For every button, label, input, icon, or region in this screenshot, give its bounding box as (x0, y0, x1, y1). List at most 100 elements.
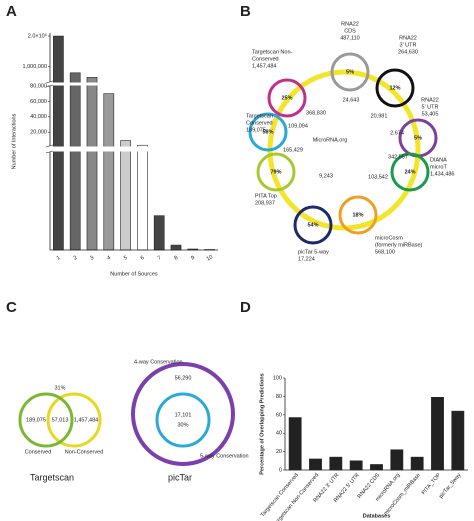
x-tick-label: 1 (56, 255, 62, 262)
y-tick-label: 40,000 (30, 114, 47, 120)
venn-circle (46, 392, 102, 448)
node-ring (375, 68, 415, 108)
bar (370, 464, 383, 471)
x-tick-label: 8 (173, 255, 179, 262)
x-tick-label: 6 (140, 255, 146, 262)
node-label: 264,630 (398, 49, 418, 55)
venn-label: Non-Conserved (65, 449, 104, 455)
x-tick-label: Targetscan Conserved (260, 472, 300, 518)
y-tick-label: 2.0×10⁶ (28, 33, 47, 40)
x-tick-label: 9 (190, 255, 196, 262)
bar (69, 72, 81, 251)
node-ring (390, 152, 430, 192)
node-percent: 18% (352, 212, 363, 218)
venn-circle (155, 392, 211, 448)
node-percent: 79% (270, 169, 281, 175)
node-label: Conserved (246, 120, 273, 126)
x-tick-label: PITA_TOP (421, 472, 443, 496)
node-percent: 12% (389, 85, 400, 91)
axis-break-mark (45, 150, 54, 154)
overlap-count: 103,542 (368, 174, 388, 180)
node-percent: 24% (404, 169, 415, 175)
bar (120, 140, 131, 251)
node-label: 17,224 (298, 256, 315, 262)
panel-letter: B (240, 3, 251, 20)
y-tick-label: 100 (273, 375, 282, 381)
node-label: 1,434,486 (430, 171, 454, 177)
y-tick-label: 40 (276, 431, 282, 437)
x-tick-label: 7 (157, 255, 163, 262)
node-label: Targetscan (246, 113, 273, 119)
node-label: CDS (344, 28, 356, 34)
node-label: RNA22 (341, 21, 359, 27)
x-tick-label: 2 (73, 255, 79, 262)
node-label: DIANA (430, 157, 447, 163)
bar (53, 35, 64, 251)
overlap-count: 24,643 (343, 97, 360, 103)
y-axis-label: Percentage of Overlapping Predictions (259, 373, 265, 474)
y-tick-label: 60,000 (30, 99, 47, 105)
node-label: 208,937 (255, 200, 275, 206)
y-axis-label: Number of Interactions (11, 113, 17, 169)
venn-circle (18, 392, 74, 448)
venn-label: 31% (54, 385, 65, 391)
bar (103, 93, 115, 251)
node-ring (267, 78, 307, 118)
node-label: 189,075 (246, 127, 266, 133)
node-label: microCosm (375, 235, 403, 241)
venn-label: 5-way Conservation (200, 453, 249, 459)
node-ring (293, 205, 333, 245)
bar (431, 397, 444, 471)
bar (86, 77, 98, 251)
bar (451, 410, 465, 471)
y-tick-label: 0 (279, 467, 282, 473)
axis-break-mark (45, 144, 54, 148)
venn-label: 4-way Conservation (134, 359, 183, 365)
node-label: PITA Top (255, 193, 277, 199)
bar (170, 244, 182, 251)
bar (349, 460, 363, 471)
y-tick-label: 20,000 (30, 130, 47, 136)
axis-break (47, 82, 221, 86)
bar (390, 449, 404, 471)
bar (410, 456, 424, 471)
axis-break-mark (45, 84, 54, 88)
overlap-count: 9,243 (319, 173, 333, 179)
x-tick-label: 10 (206, 254, 214, 262)
node-label: 568,100 (375, 249, 395, 255)
node-label: picTar 5-way (298, 249, 329, 255)
node-label: 487,110 (340, 35, 359, 41)
node-ring (256, 152, 296, 192)
bar (137, 144, 148, 251)
node-percent: 54% (307, 222, 318, 228)
venn-title: Targetscan (30, 472, 74, 482)
bar (288, 417, 302, 471)
node-label: RNA22 (399, 35, 417, 41)
bar (153, 215, 165, 251)
bar (329, 456, 343, 471)
x-tick-label: 5 (123, 255, 129, 262)
venn-label: 57,013 (52, 417, 69, 423)
venn-circle (131, 362, 235, 466)
x-tick-label: microCosm_miRBase (383, 472, 422, 517)
node-label: 5' UTR (422, 104, 439, 110)
node-label: RNA22 (421, 97, 439, 103)
node-label: 1,457,484 (252, 63, 276, 69)
overlap-count: 20,981 (371, 113, 388, 119)
panel-letter: D (240, 299, 251, 316)
overlap-count: 2,674 (390, 130, 404, 136)
panel-letter: C (6, 299, 17, 316)
y-tick-label: 20 (276, 449, 282, 455)
x-tick-label: 3 (89, 255, 95, 262)
node-label: microT (430, 164, 447, 170)
venn-label: 1,457,484 (74, 417, 98, 423)
node-label: Targetscan Non- (252, 49, 293, 55)
venn-label: 17,101 (175, 412, 192, 418)
venn-label: 189,075 (26, 417, 46, 423)
venn-label: 56,290 (175, 375, 192, 381)
node-percent: 25% (281, 95, 292, 101)
node-ring (330, 52, 370, 92)
node-ring (338, 195, 378, 235)
node-percent: 5% (414, 135, 422, 141)
